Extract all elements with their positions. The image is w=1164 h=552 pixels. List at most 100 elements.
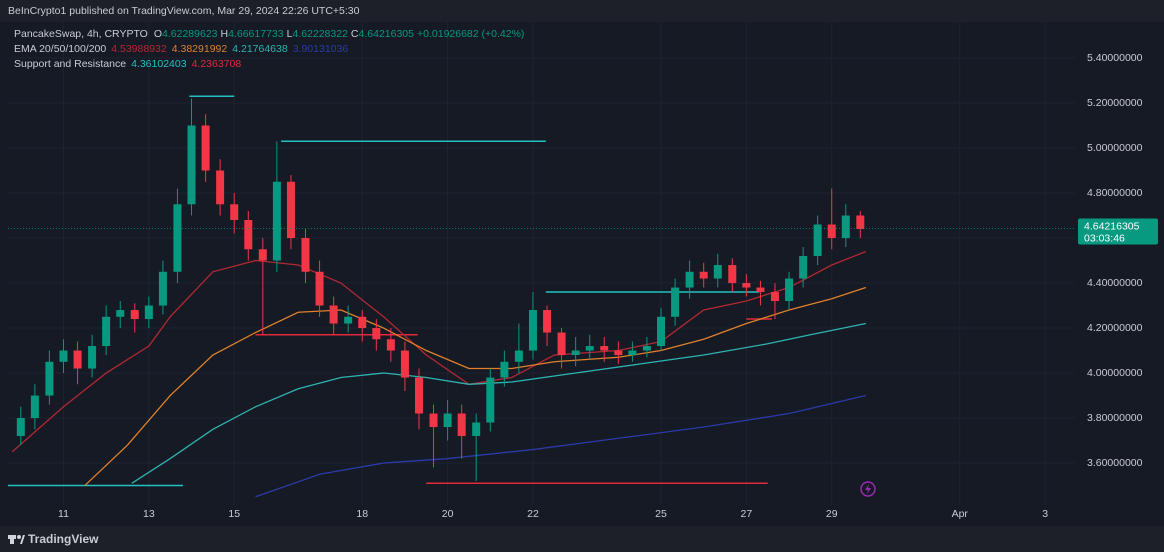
y-tick-label: 5.20000000 — [1087, 97, 1143, 109]
candle-body — [216, 170, 225, 205]
candle-body — [45, 361, 54, 396]
y-tick-label: 4.40000000 — [1087, 277, 1143, 289]
candle-body — [728, 265, 737, 284]
candle-body — [344, 316, 353, 324]
candle-body — [500, 361, 509, 378]
candle-body — [130, 310, 139, 320]
ohlc-value: 4.62228322 — [292, 28, 348, 40]
candle-body — [642, 346, 651, 351]
ohlc-key: H — [221, 28, 229, 40]
x-tick-label: 25 — [655, 508, 667, 520]
candle-body — [699, 271, 708, 279]
candle-body — [614, 350, 623, 356]
ema-value: 3.90131036 — [293, 43, 349, 55]
candle-body — [372, 328, 381, 340]
x-tick-label: 15 — [228, 508, 240, 520]
x-tick-label: Apr — [952, 508, 969, 520]
candle-body — [358, 316, 367, 329]
candle-body — [827, 224, 836, 239]
candle-body — [187, 125, 196, 205]
countdown: 03:03:46 — [1084, 232, 1125, 244]
price-label: 4.64216305 — [1084, 220, 1140, 232]
x-tick-label: 29 — [826, 508, 838, 520]
ohlc-value: 4.62289623 — [162, 28, 218, 40]
ohlc-value: 4.64216305 — [359, 28, 415, 40]
candle-body — [59, 350, 68, 362]
y-tick-label: 5.40000000 — [1087, 52, 1143, 64]
candle-body — [799, 256, 808, 279]
candle-body — [585, 346, 594, 351]
candle-body — [16, 418, 25, 437]
ema-name: EMA 20/50/100/200 — [14, 43, 106, 55]
brand: TradingView — [28, 532, 99, 546]
candle-body — [785, 278, 794, 302]
x-tick-label: 11 — [58, 508, 69, 520]
candle-body — [272, 181, 281, 261]
top-bar — [0, 0, 1164, 22]
y-tick-label: 4.20000000 — [1087, 322, 1143, 334]
candle-body — [571, 350, 580, 356]
legend-row: PancakeSwap, 4h, CRYPTO O4.62289623 H4.666… — [14, 28, 524, 40]
candle-body — [329, 305, 338, 324]
candle-body — [841, 215, 850, 239]
candle-body — [756, 287, 765, 293]
candle-body — [514, 350, 523, 362]
candle-body — [429, 413, 438, 428]
candle-body — [201, 125, 210, 171]
x-tick-label: 27 — [741, 508, 753, 520]
legend-row: Support and Resistance 4.36102403 4.236370… — [14, 58, 241, 70]
ema-value: 4.53988932 — [111, 43, 167, 55]
candle-body — [472, 422, 481, 437]
change: +0.01926682 (+0.42%) — [417, 28, 524, 40]
ema-line — [84, 286, 867, 487]
candle-body — [557, 332, 566, 356]
candle-body — [230, 204, 239, 221]
x-tick-label: 22 — [527, 508, 539, 520]
y-tick-label: 3.80000000 — [1087, 412, 1143, 424]
price-label-box — [1078, 218, 1158, 245]
publisher: BeInCrypto1 published on TradingView.com… — [8, 5, 360, 17]
candle-body — [657, 316, 666, 347]
ohlc-key: L — [287, 28, 293, 40]
candle-body — [600, 346, 609, 351]
candle-body — [443, 413, 452, 428]
candle-body — [258, 249, 267, 261]
candle-body — [457, 413, 466, 437]
legend-row: EMA 20/50/100/200 4.53988932 4.38291992 4.2… — [14, 43, 348, 55]
candle-body — [671, 287, 680, 317]
footer-bar — [0, 526, 1164, 552]
ema-value: 4.38291992 — [172, 43, 228, 55]
candle-body — [244, 220, 253, 250]
ema-value: 4.21764638 — [232, 43, 288, 55]
ohlc-key: C — [351, 28, 359, 40]
candle-body — [713, 265, 722, 279]
candle-body — [88, 346, 97, 369]
ema-line — [131, 322, 866, 484]
candle-body — [315, 271, 324, 306]
candle-body — [286, 181, 295, 239]
candle-body — [543, 310, 552, 333]
candle-body — [116, 310, 125, 317]
x-tick-label: 13 — [143, 508, 155, 520]
candle-body — [301, 238, 310, 272]
symbol: PancakeSwap, 4h, CRYPTO — [14, 28, 148, 40]
candle-body — [770, 292, 779, 302]
candle-body — [856, 215, 865, 230]
candle-body — [813, 224, 822, 257]
candle-body — [30, 395, 39, 419]
sr-value: 4.36102403 — [131, 58, 187, 70]
sr-value: 4.2363708 — [192, 58, 242, 70]
candle-body — [486, 377, 495, 423]
y-tick-label: 5.00000000 — [1087, 142, 1143, 154]
ema-line — [255, 394, 867, 498]
ema-line — [11, 250, 867, 453]
y-tick-label: 4.00000000 — [1087, 367, 1143, 379]
x-tick-label: 18 — [356, 508, 368, 520]
sr-name: Support and Resistance — [14, 58, 126, 70]
candle-body — [400, 350, 409, 378]
candle-body — [73, 350, 82, 369]
ohlc-value: 4.66617733 — [228, 28, 284, 40]
candle-body — [528, 310, 537, 351]
ohlc-key: O — [154, 28, 162, 40]
